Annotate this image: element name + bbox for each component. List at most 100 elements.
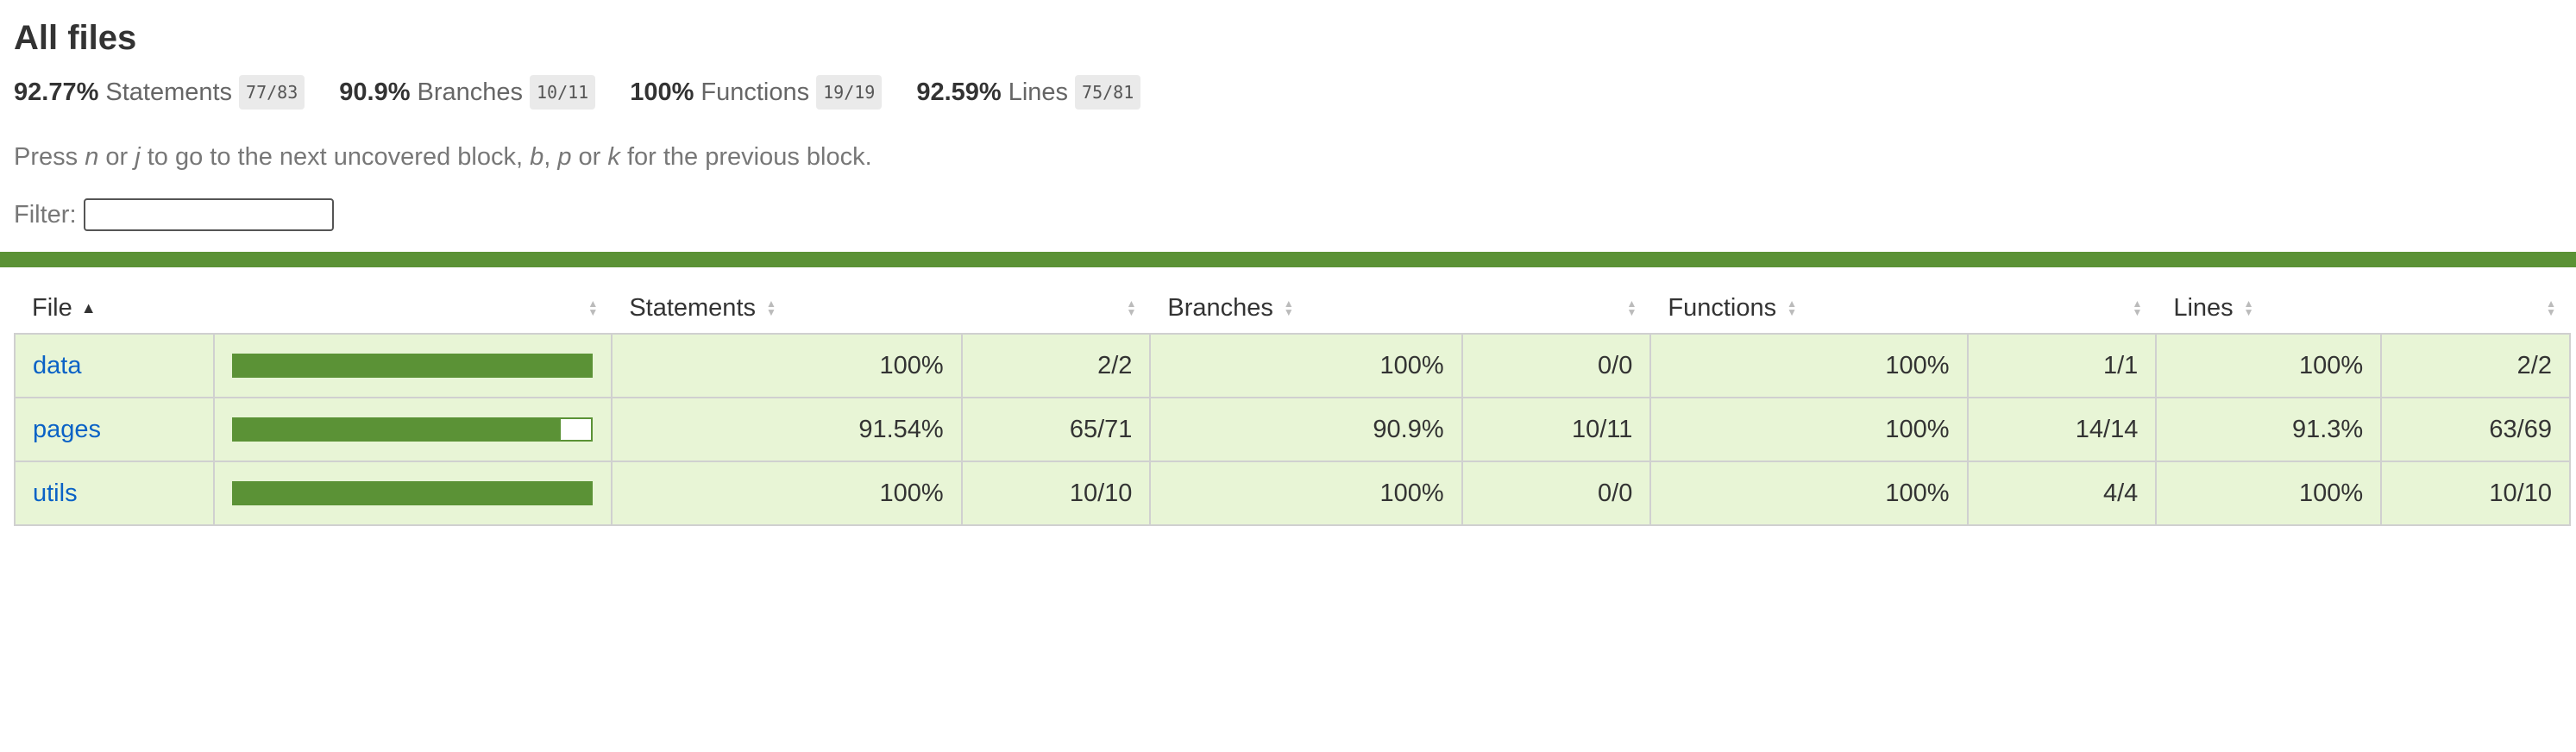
- coverage-status-bar: [0, 252, 2576, 267]
- branches-fraction: 10/11: [1461, 397, 1652, 462]
- header-label: Functions: [1668, 293, 1777, 322]
- sort-asc-icon: ▲: [80, 298, 97, 316]
- functions-fraction: 1/1: [1966, 333, 2158, 398]
- lines-pct: 100%: [2155, 333, 2383, 398]
- table-row: utils 100% 10/10 100% 0/0 100% 4/4 100% …: [14, 461, 2571, 526]
- functions-pct: 100%: [1649, 333, 1969, 398]
- hint-text: ,: [543, 143, 558, 171]
- lines-fraction: 10/10: [2380, 461, 2571, 526]
- sort-icon: ▲ ▼: [2132, 298, 2143, 318]
- sort-icon: ▲ ▼: [1126, 298, 1137, 318]
- summary-statements: 92.77% Statements 77/83: [14, 75, 305, 110]
- summary-pct: 100%: [630, 78, 694, 106]
- summary-pct: 92.77%: [14, 78, 99, 106]
- filter-input[interactable]: [83, 198, 334, 231]
- functions-pct: 100%: [1649, 397, 1969, 462]
- sort-icon: ▲ ▼: [2243, 298, 2254, 318]
- hint-text: or: [571, 143, 608, 171]
- file-cell: pages: [14, 397, 215, 462]
- statements-fraction: 10/10: [960, 461, 1152, 526]
- coverage-bar: [231, 354, 593, 378]
- coverage-bar-fill: [233, 419, 561, 440]
- hint-text: or: [98, 143, 135, 171]
- header-label: File: [32, 293, 72, 322]
- statements-fraction: 65/71: [960, 397, 1152, 462]
- summary-fraction-badge: 75/81: [1075, 75, 1141, 110]
- header-label: Lines: [2173, 293, 2234, 322]
- coverage-table: File ▲ ▲ ▼ Statements ▲ ▼ ▲ ▼ Branches ▲ ▼ ▲ ▼: [14, 283, 2571, 526]
- header-statements[interactable]: Statements ▲ ▼: [612, 283, 961, 334]
- filter-row: Filter:: [14, 195, 2562, 235]
- header-lines[interactable]: Lines ▲ ▼: [2156, 283, 2381, 334]
- lines-pct: 91.3%: [2155, 397, 2383, 462]
- summary-label: Statements: [105, 78, 233, 106]
- table-header-row: File ▲ ▲ ▼ Statements ▲ ▼ ▲ ▼ Branches ▲ ▼ ▲ ▼: [15, 283, 2570, 334]
- coverage-bar: [231, 481, 593, 505]
- statements-fraction: 2/2: [960, 333, 1152, 398]
- report-header: All files 92.77% Statements 77/83 90.9% …: [0, 0, 2576, 235]
- header-lines-raw[interactable]: ▲ ▼: [2381, 283, 2570, 334]
- summary-fraction-badge: 77/83: [239, 75, 305, 110]
- functions-fraction: 14/14: [1966, 397, 2158, 462]
- summary-fraction-badge: 10/11: [530, 75, 596, 110]
- sort-icon: ▲ ▼: [766, 298, 776, 318]
- summary-pct: 90.9%: [339, 78, 411, 106]
- coverage-bar-fill: [233, 483, 591, 504]
- hint-text: to go to the next uncovered block,: [140, 143, 531, 171]
- branches-fraction: 0/0: [1461, 461, 1652, 526]
- header-file-bar[interactable]: ▲ ▼: [214, 283, 613, 334]
- sort-icon: ▲ ▼: [1283, 298, 1294, 318]
- file-cell: data: [14, 333, 215, 398]
- summary-label: Functions: [701, 78, 810, 106]
- statements-pct: 91.54%: [611, 397, 963, 462]
- sort-icon: ▲ ▼: [1626, 298, 1637, 318]
- coverage-bar-fill: [233, 355, 591, 376]
- coverage-bar-cell: [212, 461, 613, 526]
- table-row: data 100% 2/2 100% 0/0 100% 1/1 100% 2/2: [14, 333, 2571, 398]
- summary-branches: 90.9% Branches 10/11: [339, 75, 596, 110]
- hint-text: Press: [14, 143, 85, 171]
- coverage-bar-cell: [212, 333, 613, 398]
- branches-pct: 90.9%: [1149, 397, 1463, 462]
- summary-label: Lines: [1008, 78, 1069, 106]
- coverage-summary: 92.77% Statements 77/83 90.9% Branches 1…: [14, 74, 2562, 110]
- sort-icon: ▲ ▼: [1787, 298, 1797, 318]
- hint-key: k: [607, 143, 620, 171]
- summary-functions: 100% Functions 19/19: [630, 75, 883, 110]
- header-label: Statements: [629, 293, 756, 322]
- hint-key: j: [135, 143, 141, 171]
- hint-key: p: [557, 143, 572, 171]
- functions-fraction: 4/4: [1966, 461, 2158, 526]
- branches-fraction: 0/0: [1461, 333, 1652, 398]
- keyboard-hint: Press n or j to go to the next uncovered…: [14, 141, 2562, 172]
- branches-pct: 100%: [1149, 333, 1463, 398]
- file-link[interactable]: utils: [33, 479, 78, 507]
- lines-fraction: 63/69: [2380, 397, 2571, 462]
- header-functions-raw[interactable]: ▲ ▼: [1968, 283, 2157, 334]
- header-statements-raw[interactable]: ▲ ▼: [962, 283, 1151, 334]
- coverage-table-wrap: File ▲ ▲ ▼ Statements ▲ ▼ ▲ ▼ Branches ▲ ▼ ▲ ▼: [0, 267, 2576, 526]
- summary-pct: 92.59%: [916, 78, 1002, 106]
- file-link[interactable]: pages: [33, 415, 102, 443]
- header-functions[interactable]: Functions ▲ ▼: [1650, 283, 1967, 334]
- sort-icon: ▲ ▼: [587, 298, 599, 318]
- coverage-bar-cell: [212, 397, 613, 462]
- sort-icon: ▲ ▼: [2546, 298, 2556, 318]
- file-link[interactable]: data: [33, 351, 82, 379]
- header-branches-raw[interactable]: ▲ ▼: [1462, 283, 1651, 334]
- hint-key: b: [530, 143, 544, 171]
- functions-pct: 100%: [1649, 461, 1969, 526]
- filter-label: Filter:: [14, 200, 77, 229]
- header-branches[interactable]: Branches ▲ ▼: [1150, 283, 1461, 334]
- lines-pct: 100%: [2155, 461, 2383, 526]
- statements-pct: 100%: [611, 461, 963, 526]
- statements-pct: 100%: [611, 333, 963, 398]
- summary-fraction-badge: 19/19: [816, 75, 883, 110]
- hint-key: n: [85, 143, 99, 171]
- coverage-bar: [231, 417, 593, 442]
- summary-lines: 92.59% Lines 75/81: [916, 75, 1141, 110]
- header-file[interactable]: File ▲: [15, 283, 214, 334]
- table-row: pages 91.54% 65/71 90.9% 10/11 100% 14/1…: [14, 397, 2571, 462]
- header-label: Branches: [1167, 293, 1273, 322]
- file-cell: utils: [14, 461, 215, 526]
